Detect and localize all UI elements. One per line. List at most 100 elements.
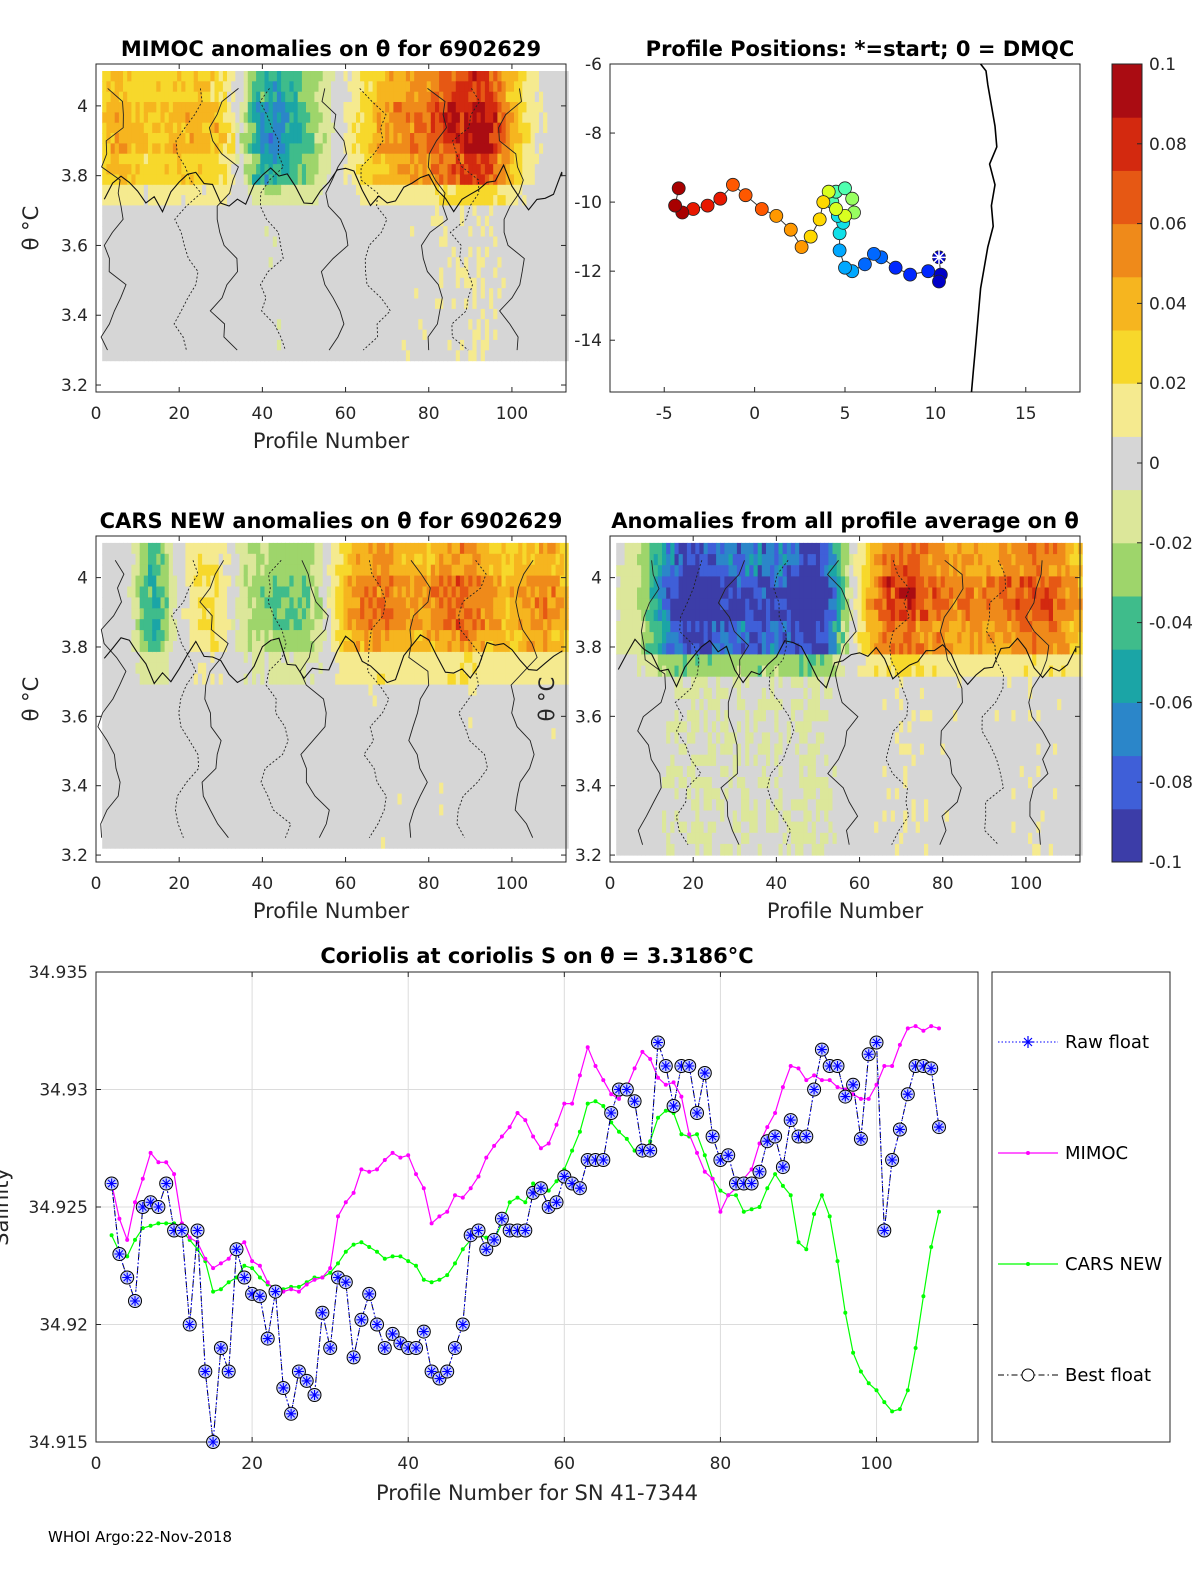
cars-cell: [235, 662, 241, 675]
mimoc-cell: [459, 215, 465, 227]
mimoc-cell: [547, 226, 553, 237]
cars-cell: [114, 793, 120, 806]
mimoc-cell: [185, 267, 191, 279]
cars-cell: [102, 760, 107, 773]
mimoc-cell: [539, 81, 544, 93]
mimoc-cell: [110, 277, 116, 289]
cars-cell: [285, 586, 290, 598]
cars-cell: [343, 837, 349, 849]
mimoc-cell: [426, 133, 432, 144]
mimoc-cell: [480, 236, 486, 248]
cars-cell: [285, 662, 290, 675]
mimoc-cell: [247, 133, 253, 144]
cars-cell: [127, 586, 132, 598]
mimoc-cell: [231, 195, 236, 206]
cars-cell: [285, 706, 290, 718]
mimoc-cell: [534, 153, 540, 165]
cars-cell: [268, 815, 274, 827]
mimoc-cell: [484, 174, 490, 186]
cars-cell: [227, 750, 232, 762]
mimoc-cell: [181, 102, 187, 113]
cars-cell: [139, 837, 145, 849]
cars-cell: [331, 804, 336, 816]
mimoc-cell: [443, 236, 449, 248]
cars-cell: [102, 662, 107, 675]
cars-cell: [160, 564, 166, 577]
mimoc-cell: [156, 195, 162, 206]
cars-cell: [106, 804, 112, 816]
mimoc-cell: [430, 184, 436, 196]
cars-cell: [131, 826, 137, 838]
mimoc-cell: [252, 122, 257, 134]
cars-cell: [347, 641, 353, 653]
mimoc-cell: [497, 215, 503, 227]
mimoc-cell: [143, 308, 149, 320]
mimoc-cell: [547, 195, 553, 206]
cars-cell: [135, 739, 141, 751]
mimoc-cell: [202, 143, 207, 155]
mimoc-cell: [110, 164, 116, 175]
mimoc-cell: [347, 112, 353, 124]
mimoc-cell: [314, 91, 320, 103]
cars-cell: [310, 608, 315, 620]
mimoc-cell: [181, 319, 187, 331]
mimoc-cell: [268, 298, 274, 310]
mimoc-cell: [351, 288, 357, 300]
cars-cell: [314, 760, 320, 773]
cars-cell: [227, 771, 232, 784]
mimoc-cell: [272, 329, 278, 341]
mimoc-cell: [351, 267, 357, 279]
mimoc-cell: [231, 81, 236, 93]
mimoc-cell: [380, 112, 386, 124]
cars-cell: [210, 826, 216, 838]
cars-cell: [297, 771, 303, 784]
mimoc-cell: [168, 329, 174, 341]
mimoc-cell: [206, 153, 211, 165]
mimoc-cell: [106, 267, 112, 279]
mimoc-cell: [476, 91, 482, 103]
mimoc-cell: [102, 257, 107, 269]
cars-cell: [281, 651, 286, 664]
mimoc-cell: [447, 288, 453, 300]
mimoc-cell: [181, 267, 187, 279]
mimoc-cell: [335, 277, 340, 289]
cars-cell: [260, 662, 266, 675]
mimoc-cell: [218, 236, 224, 248]
mimoc-cell: [214, 195, 220, 206]
mimoc-cell: [439, 205, 444, 217]
cars-cell: [156, 706, 162, 718]
cars-cell: [364, 739, 370, 751]
mimoc-cell: [231, 215, 236, 227]
mimoc-cell: [518, 133, 523, 144]
mimoc-contour-line: [320, 88, 349, 351]
mimoc-cell: [297, 350, 303, 362]
mimoc-cell: [243, 71, 249, 82]
mimoc-cell: [235, 71, 241, 82]
mimoc-cell: [131, 215, 137, 227]
cars-cell: [123, 553, 128, 566]
mimoc-cell: [231, 91, 236, 103]
mimoc-cell: [114, 319, 120, 331]
cars-cell: [214, 739, 220, 751]
mimoc-cell: [410, 277, 415, 289]
cars-cell: [264, 837, 270, 849]
cars-cell: [339, 826, 345, 838]
mimoc-cell: [455, 122, 461, 134]
cars-cell: [135, 641, 141, 653]
cars-cell: [160, 815, 166, 827]
mimoc-cell: [530, 71, 536, 82]
cars-cell: [364, 542, 370, 555]
mimoc-cell: [368, 257, 374, 269]
mimoc-cell: [118, 81, 124, 93]
cars-cell: [252, 760, 257, 773]
mimoc-cell: [118, 329, 124, 341]
mimoc-cell: [543, 288, 548, 300]
mimoc-cell: [297, 112, 303, 124]
mimoc-cell: [239, 195, 245, 206]
cars-cell: [264, 630, 270, 642]
cars-cell: [177, 673, 182, 686]
mimoc-cell: [547, 339, 553, 351]
mimoc-cell: [343, 174, 349, 186]
mimoc-cell: [501, 205, 507, 217]
mimoc-cell: [539, 350, 544, 362]
